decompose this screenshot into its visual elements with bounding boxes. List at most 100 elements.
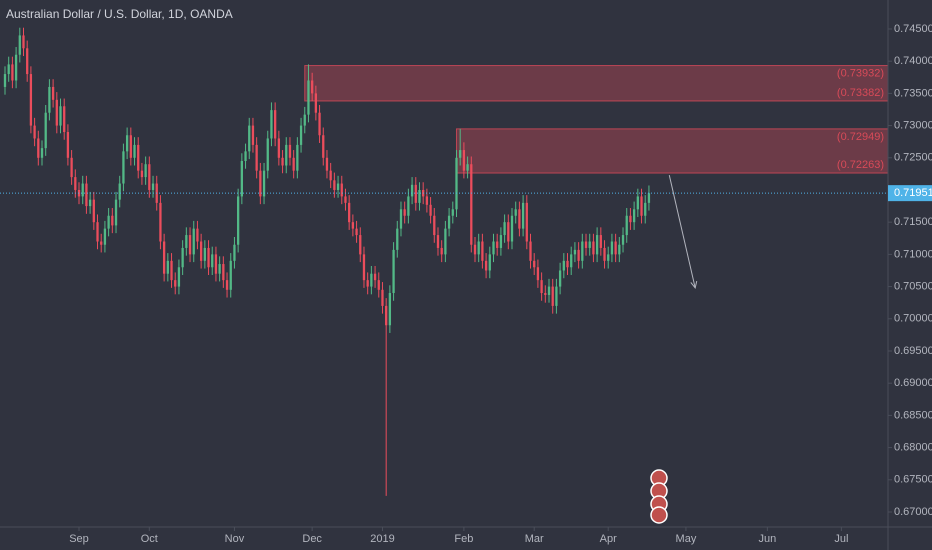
- candle-body: [481, 241, 484, 261]
- candle-body: [137, 144, 140, 171]
- last-price-label: 0.71951: [894, 187, 932, 199]
- candle-body: [181, 247, 184, 268]
- candle-body: [447, 215, 451, 229]
- x-tick-label: Sep: [69, 533, 89, 545]
- y-tick-label: 0.73500: [894, 87, 932, 99]
- candle-body: [640, 196, 643, 216]
- candle-body: [366, 280, 369, 287]
- candle-body: [14, 54, 18, 81]
- y-tick-label: 0.70000: [894, 313, 932, 325]
- candle-body: [177, 267, 181, 287]
- candle-body: [225, 280, 229, 290]
- x-tick-label: Apr: [600, 533, 617, 545]
- candle-body: [92, 199, 95, 223]
- candle-body: [451, 209, 454, 216]
- candle-body: [162, 241, 166, 274]
- plot-area: [0, 27, 889, 496]
- candle-body: [211, 254, 214, 268]
- candle-body: [340, 183, 343, 197]
- x-tick-label: Feb: [454, 533, 473, 545]
- arrow-line: [668, 175, 696, 288]
- candle-body: [233, 244, 236, 261]
- x-tick-label: Mar: [525, 533, 544, 545]
- candle-body: [303, 114, 306, 126]
- candle-body: [418, 189, 421, 203]
- candle-body: [377, 280, 380, 290]
- candle-body: [573, 249, 577, 255]
- candle-body: [125, 135, 129, 152]
- candle-body: [103, 228, 107, 245]
- candle-body: [359, 235, 362, 255]
- candle-body: [322, 135, 325, 158]
- candle-body: [88, 199, 92, 207]
- candle-body: [325, 157, 329, 171]
- candle-body: [85, 183, 88, 207]
- chart-title: Australian Dollar / U.S. Dollar, 1D, OAN…: [6, 7, 233, 21]
- candle-body: [151, 183, 155, 190]
- candle-body: [355, 228, 358, 236]
- y-tick-label: 0.67000: [894, 506, 932, 518]
- candle-body: [288, 144, 292, 158]
- candle-body: [518, 209, 521, 229]
- candle-body: [255, 144, 258, 171]
- candle-body: [503, 222, 506, 236]
- y-tick-label: 0.68000: [894, 441, 932, 453]
- candle-body: [351, 222, 355, 229]
- candle-body: [429, 204, 432, 216]
- candle-body: [159, 202, 162, 242]
- y-tick-label: 0.72500: [894, 152, 932, 164]
- candle-body: [3, 74, 7, 87]
- candle-body: [203, 247, 206, 261]
- candle-body: [218, 264, 221, 274]
- candle-body: [584, 241, 588, 248]
- candle-body: [533, 260, 536, 268]
- candle-body: [407, 196, 410, 216]
- candle-body: [636, 196, 639, 210]
- candle-body: [329, 170, 332, 181]
- candle-body: [540, 280, 543, 294]
- candle-body: [403, 209, 406, 216]
- candle-body: [529, 241, 532, 261]
- candle-body: [144, 164, 147, 178]
- candle-body: [81, 183, 84, 197]
- x-tick-label: Dec: [302, 533, 322, 545]
- zone-label: (0.72949): [837, 131, 884, 143]
- candle-body: [166, 260, 169, 274]
- candle-body: [262, 170, 266, 197]
- event-icons: [650, 469, 668, 524]
- zone: [304, 65, 889, 102]
- candle-body: [207, 247, 210, 268]
- zone-label: (0.73932): [837, 67, 884, 79]
- candle-body: [7, 64, 10, 75]
- candle-body: [59, 106, 62, 126]
- candle-body: [551, 286, 554, 306]
- candle-body: [318, 112, 321, 136]
- candle-body: [510, 215, 514, 242]
- candle-body: [621, 235, 625, 245]
- candle-body: [373, 273, 377, 281]
- x-tick-label: Jul: [834, 533, 848, 545]
- candle-body: [148, 164, 151, 190]
- candle-body: [599, 235, 602, 248]
- candle-body: [240, 161, 243, 197]
- candle-body: [51, 86, 55, 100]
- candle-body: [292, 157, 295, 171]
- candle-body: [122, 151, 125, 184]
- candle-body: [536, 267, 540, 281]
- candle-body: [140, 170, 144, 178]
- candle-body: [188, 235, 192, 255]
- event-icon: [650, 506, 668, 524]
- candle-body: [388, 293, 392, 326]
- candle-body: [66, 132, 70, 158]
- candle-body: [473, 244, 477, 255]
- candle-body: [344, 196, 347, 203]
- candle-body: [492, 241, 495, 255]
- candle-body: [592, 241, 595, 255]
- candle-body: [100, 241, 103, 245]
- x-tick-label: Nov: [225, 533, 245, 545]
- x-tick-label: May: [676, 533, 697, 545]
- candle-body: [558, 270, 562, 287]
- candle-body: [632, 209, 636, 223]
